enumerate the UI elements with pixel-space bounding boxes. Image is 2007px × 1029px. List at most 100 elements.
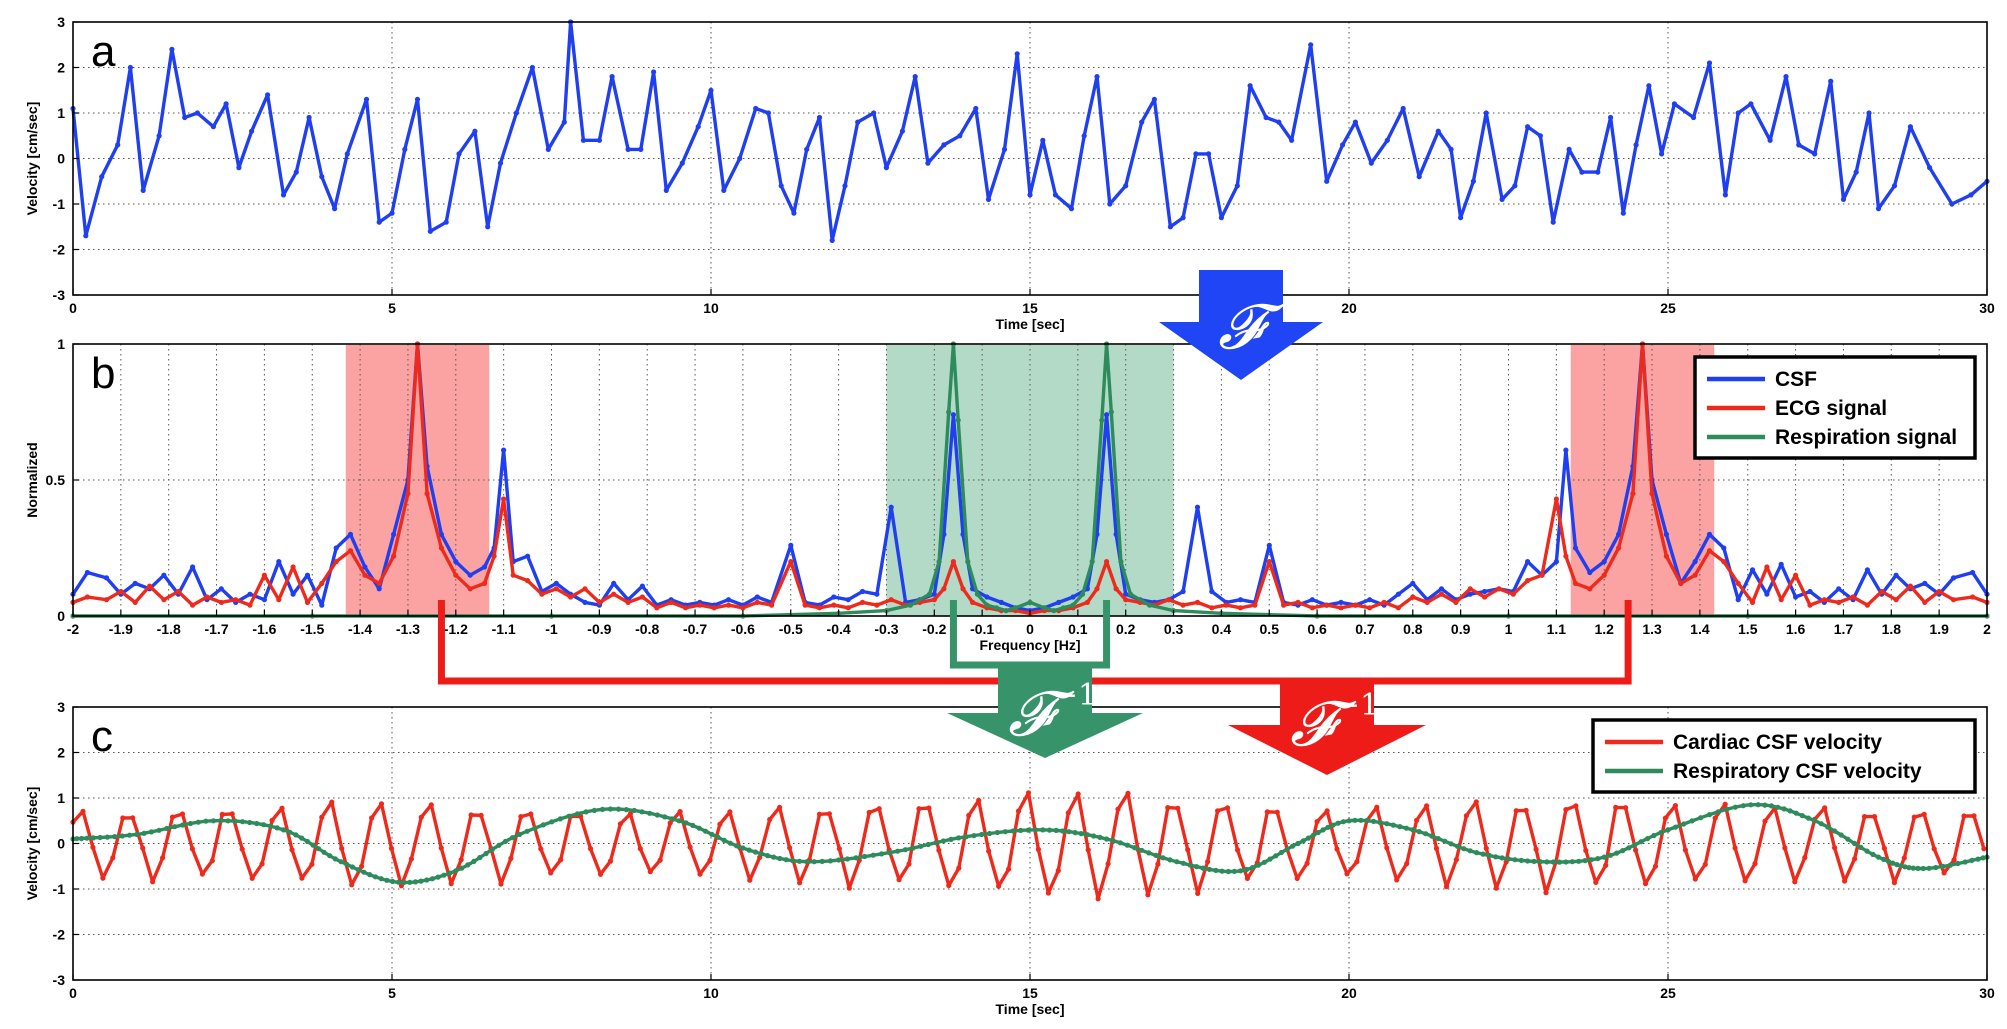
x-tick-label: 25 bbox=[1660, 300, 1676, 316]
ecg-data-point bbox=[950, 559, 957, 565]
csf-data-point bbox=[651, 69, 657, 75]
respiratory-data-point bbox=[401, 879, 407, 886]
respiratory-data-point bbox=[1569, 859, 1575, 865]
ecg-data-point bbox=[453, 572, 459, 578]
csf-data-point bbox=[883, 165, 890, 171]
cardiac-data-point bbox=[1722, 801, 1728, 807]
csf-data-point bbox=[1970, 569, 1976, 576]
csf-data-point bbox=[481, 564, 488, 570]
respiratory-data-point bbox=[1556, 859, 1563, 865]
csf-data-point bbox=[845, 597, 851, 603]
cardiac-data-point bbox=[846, 885, 852, 891]
csf-data-point bbox=[290, 591, 296, 597]
respiration-data-point bbox=[926, 591, 933, 597]
csf-data-point bbox=[293, 169, 299, 175]
cardiac-data-point bbox=[1871, 814, 1878, 820]
panel-b: -2 -1.9 -1.8 -1.7 -1.6 -1.5 -1.4 -1.3 -1.2 -1.1 -1… bbox=[24, 336, 1991, 653]
ecg-data-point bbox=[1467, 586, 1473, 592]
csf-data-point bbox=[788, 542, 794, 548]
cardiac-data-point bbox=[1712, 815, 1718, 821]
respiration-data-point bbox=[1099, 417, 1105, 423]
cardiac-data-point bbox=[1463, 813, 1469, 819]
csf-data-point bbox=[103, 575, 110, 581]
ecg-data-point bbox=[1587, 586, 1593, 592]
cardiac-data-point bbox=[1533, 846, 1539, 853]
ecg-data-point bbox=[190, 602, 196, 608]
csf-data-point bbox=[1367, 597, 1373, 603]
x-tick-label: 30 bbox=[1979, 985, 1995, 1001]
respiratory-data-point bbox=[1595, 856, 1601, 862]
ecg-data-point bbox=[1410, 594, 1416, 600]
respiratory-data-point bbox=[1206, 866, 1212, 873]
x-tick-label: -0.8 bbox=[635, 621, 659, 637]
inverse-fourier-arrow-cardiac: 𝓕 −1 bbox=[1228, 681, 1426, 775]
ecg-data-point bbox=[424, 491, 430, 497]
csf-data-point bbox=[249, 128, 255, 134]
ecg-data-point bbox=[333, 559, 339, 565]
cardiac-data-point bbox=[498, 881, 504, 887]
ecg-data-point bbox=[668, 599, 674, 606]
cardiac-data-point bbox=[1603, 862, 1609, 869]
respiratory-data-point bbox=[895, 848, 901, 854]
csf-data-point bbox=[638, 146, 644, 152]
respiratory-data-point bbox=[1544, 859, 1550, 865]
cardiac-data-point bbox=[657, 857, 663, 863]
cardiac-data-point bbox=[1354, 859, 1360, 865]
respiratory-data-point bbox=[940, 838, 947, 844]
cardiac-data-point bbox=[1473, 799, 1479, 805]
ecg-data-point bbox=[362, 572, 368, 578]
csf-data-point bbox=[169, 46, 175, 52]
cardiac-data-point bbox=[1593, 879, 1599, 886]
csf-data-point bbox=[127, 64, 133, 71]
ecg-data-point bbox=[1893, 597, 1899, 603]
cardiac-data-point bbox=[826, 811, 833, 817]
cardiac-data-point bbox=[1732, 845, 1738, 851]
cardiac-data-point bbox=[1294, 875, 1300, 882]
x-tick-label: 15 bbox=[1022, 300, 1038, 316]
respiration-data-point bbox=[974, 591, 981, 597]
csf-data-point bbox=[182, 114, 188, 121]
csf-data-point bbox=[580, 137, 587, 143]
respiratory-data-point bbox=[1626, 845, 1632, 851]
respiratory-data-point bbox=[361, 869, 367, 875]
respiratory-data-point bbox=[979, 831, 985, 838]
respiratory-data-point bbox=[1284, 846, 1290, 852]
x-tick-label: 1.1 bbox=[1547, 621, 1567, 637]
respiratory-data-point bbox=[734, 843, 740, 849]
respiratory-data-point bbox=[1410, 827, 1416, 833]
csf-data-point bbox=[725, 597, 732, 603]
respiratory-data-point bbox=[1740, 803, 1746, 809]
csf-data-point bbox=[679, 160, 685, 166]
ecg-data-point bbox=[888, 597, 894, 603]
cardiac-data-point bbox=[160, 855, 166, 861]
respiratory-data-point bbox=[134, 831, 140, 838]
cardiac-data-point bbox=[876, 806, 882, 812]
respiratory-data-point bbox=[1146, 850, 1152, 856]
csf-data-point bbox=[1070, 594, 1076, 600]
cardiac-data-point bbox=[548, 870, 554, 876]
ecg-data-point bbox=[802, 602, 808, 608]
csf-data-point bbox=[1435, 128, 1441, 134]
csf-data-point bbox=[1748, 101, 1754, 107]
x-tick-label: 5 bbox=[388, 300, 396, 316]
cardiac-data-point bbox=[239, 846, 245, 852]
ecg-data-point bbox=[233, 597, 239, 603]
respiratory-data-point bbox=[1601, 854, 1607, 860]
respiratory-data-point bbox=[1885, 858, 1891, 865]
cardiac-data-point bbox=[428, 802, 434, 808]
respiratory-data-point bbox=[1200, 865, 1206, 871]
respiration-data-point bbox=[965, 559, 971, 565]
cardiac-data-point bbox=[1652, 863, 1659, 869]
ecg-data-point bbox=[1764, 564, 1770, 570]
csf-data-point bbox=[362, 564, 368, 570]
x-tick-label: 0 bbox=[69, 300, 77, 316]
ecg-data-point bbox=[960, 586, 966, 592]
csf-data-point bbox=[1483, 110, 1489, 116]
cardiac-data-point bbox=[647, 869, 653, 875]
ecg-data-point bbox=[1367, 605, 1373, 611]
respiratory-data-point bbox=[783, 857, 789, 863]
cardiac-data-point bbox=[587, 846, 594, 852]
csf-data-point bbox=[1368, 160, 1374, 166]
y-tick-label: -2 bbox=[53, 927, 66, 943]
csf-data-point bbox=[1949, 201, 1955, 207]
